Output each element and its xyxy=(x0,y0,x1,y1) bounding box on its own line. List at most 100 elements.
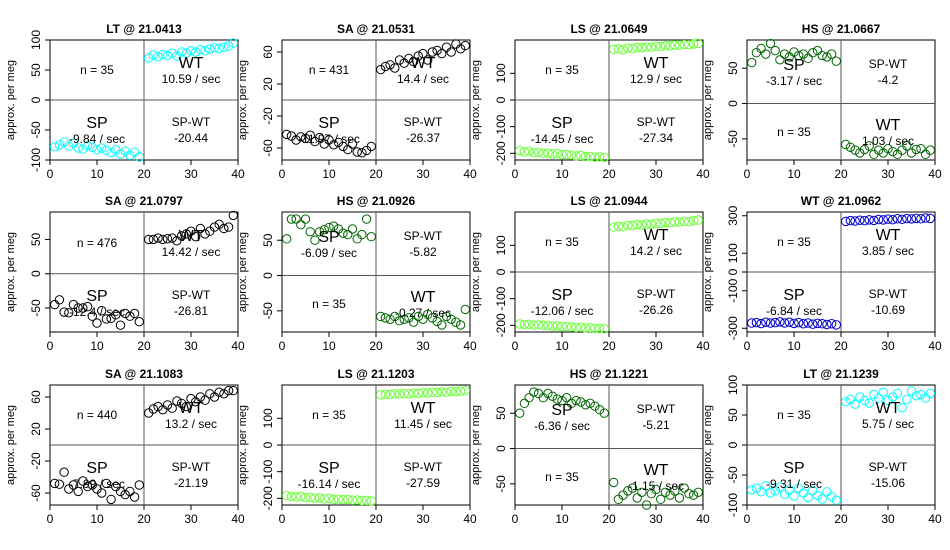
data-point xyxy=(167,403,177,413)
data-point xyxy=(200,229,210,239)
y-tick-label: 20 xyxy=(29,422,43,436)
data-point xyxy=(906,386,917,396)
wt-label: WT xyxy=(411,289,436,306)
x-tick-label: 40 xyxy=(463,167,477,181)
sp-label: SP xyxy=(783,460,804,477)
data-point xyxy=(789,491,799,501)
data-point xyxy=(925,213,935,224)
data-point xyxy=(585,398,595,409)
data-point xyxy=(380,313,391,323)
data-point xyxy=(831,56,841,66)
data-point xyxy=(855,215,865,225)
data-point xyxy=(916,389,926,400)
y-tick-label: 100 xyxy=(29,30,43,50)
data-point xyxy=(106,313,116,323)
data-point xyxy=(446,386,456,397)
data-point xyxy=(195,44,206,55)
data-point xyxy=(296,220,306,230)
x-tick-label: 0 xyxy=(512,167,519,181)
data-point xyxy=(324,135,334,145)
data-point xyxy=(641,219,652,229)
data-point xyxy=(873,214,884,225)
data-point xyxy=(408,317,419,327)
data-point xyxy=(684,40,694,50)
data-point xyxy=(223,222,234,232)
data-point xyxy=(590,152,600,162)
data-point xyxy=(519,398,530,409)
sp-label: SP xyxy=(551,402,572,419)
data-point xyxy=(125,486,135,497)
data-point xyxy=(784,52,794,62)
data-point xyxy=(789,318,799,329)
data-point xyxy=(632,42,642,53)
data-point xyxy=(404,53,414,64)
data-point xyxy=(794,483,804,493)
data-point xyxy=(845,215,856,226)
data-point xyxy=(665,217,675,228)
data-point xyxy=(524,319,534,329)
sample-count: n = 35 xyxy=(545,470,579,484)
data-point xyxy=(538,148,548,159)
data-point xyxy=(153,52,163,62)
data-point xyxy=(599,152,609,163)
x-tick-label: 10 xyxy=(322,512,336,526)
spwt-label: SP-WT xyxy=(404,229,443,243)
x-tick-label: 10 xyxy=(322,339,336,353)
data-point xyxy=(552,321,562,331)
data-point xyxy=(50,478,60,489)
data-point xyxy=(97,306,107,316)
data-point xyxy=(148,404,159,414)
data-point xyxy=(291,492,301,502)
data-point xyxy=(282,129,292,140)
data-point xyxy=(850,216,860,226)
data-point xyxy=(747,57,757,68)
wt-label: WT xyxy=(179,400,204,417)
data-point xyxy=(441,387,452,397)
y-tick-label: 0 xyxy=(726,441,740,448)
data-point xyxy=(59,467,69,477)
wt-rate: 1.03 / sec xyxy=(862,134,914,148)
x-tick-label: 10 xyxy=(322,167,336,181)
data-point xyxy=(864,215,874,225)
y-tick-label: 100 xyxy=(261,408,275,428)
data-point xyxy=(841,216,851,227)
y-axis-label: approx. per meg xyxy=(470,60,482,140)
data-point xyxy=(538,320,548,331)
data-point xyxy=(765,38,776,49)
panel-title: LS @ 21.1203 xyxy=(337,367,414,381)
data-point xyxy=(693,487,703,497)
data-point xyxy=(300,214,311,224)
spwt-label: SP-WT xyxy=(869,57,908,71)
data-point xyxy=(347,495,358,505)
data-point xyxy=(557,149,567,160)
x-tick-label: 0 xyxy=(279,339,286,353)
data-point xyxy=(343,494,353,505)
data-point xyxy=(361,214,372,224)
data-point xyxy=(656,218,666,229)
data-point xyxy=(338,494,348,505)
data-point xyxy=(864,398,874,408)
sp-rate: -3.17 / sec xyxy=(766,74,822,88)
wt-label: WT xyxy=(876,400,901,417)
data-point xyxy=(219,389,229,399)
sp-rate: -16.14 / sec xyxy=(298,477,361,491)
sp-rate: -6.09 / sec xyxy=(301,246,357,260)
y-tick-label: 100 xyxy=(494,63,508,83)
data-point xyxy=(794,50,804,61)
data-point xyxy=(613,44,624,54)
x-tick-label: 40 xyxy=(928,512,942,526)
data-point xyxy=(366,232,376,242)
spwt-label: SP-WT xyxy=(172,460,211,474)
data-point xyxy=(552,148,562,159)
y-tick-label: 0 xyxy=(494,96,508,103)
data-point xyxy=(623,486,633,496)
y-tick-label: -50 xyxy=(29,299,43,317)
data-point xyxy=(822,319,832,330)
wt-label: WT xyxy=(876,117,901,134)
data-point xyxy=(286,214,297,224)
data-point xyxy=(50,299,60,310)
data-point xyxy=(794,317,804,328)
data-point xyxy=(446,314,456,324)
spwt-value: -21.19 xyxy=(174,476,208,490)
y-tick-label: -200 xyxy=(494,313,508,337)
